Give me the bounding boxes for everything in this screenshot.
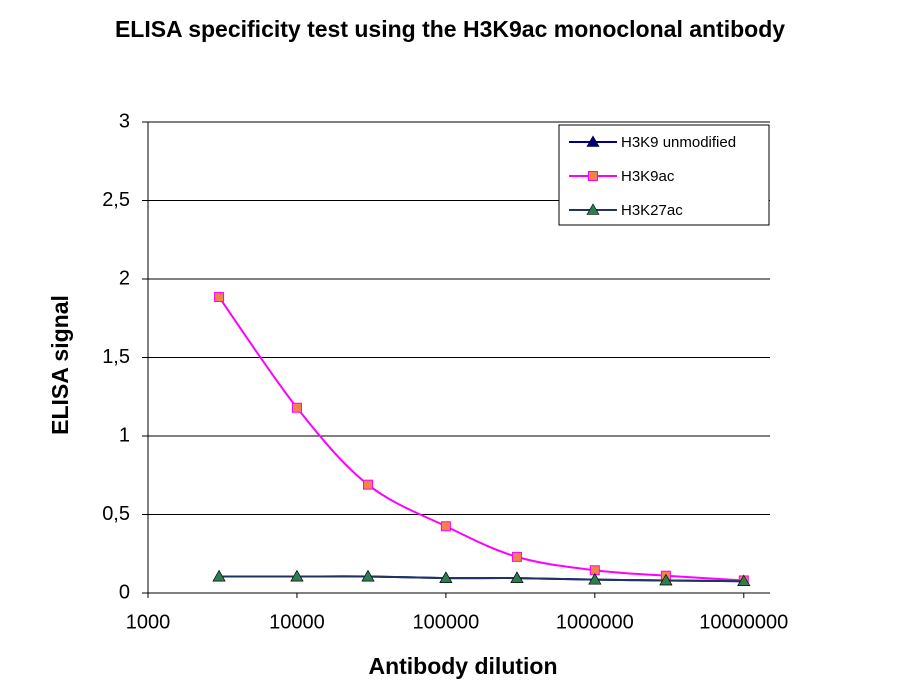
marker xyxy=(588,171,598,181)
x-axis-label: Antibody dilution xyxy=(368,653,557,679)
marker xyxy=(212,569,226,582)
marker xyxy=(361,569,375,582)
marker xyxy=(214,292,225,303)
chart-title: ELISA specificity test using the H3K9ac … xyxy=(114,16,786,42)
marker xyxy=(511,551,522,562)
y-tick-label: 1,5 xyxy=(102,346,130,368)
legend-label: H3K9ac xyxy=(621,168,675,185)
y-tick-label: 2 xyxy=(119,267,130,289)
y-tick-label: 1 xyxy=(119,424,130,446)
marker xyxy=(659,573,673,586)
marker xyxy=(439,571,453,583)
marker xyxy=(363,479,374,490)
marker xyxy=(737,574,751,587)
legend: H3K9 unmodified H3K9ac H3K27ac xyxy=(558,124,770,226)
marker xyxy=(588,573,602,585)
y-tick-label: 0 xyxy=(119,581,130,603)
y-tick-label: 0,5 xyxy=(102,503,130,525)
x-tick-label: 100000 xyxy=(413,611,480,633)
x-tick-label: 10000 xyxy=(269,611,325,633)
y-tick-label: 3 xyxy=(119,110,130,132)
marker xyxy=(586,135,600,147)
series-line xyxy=(218,296,744,582)
marker xyxy=(290,569,304,582)
x-tick-label: 10000000 xyxy=(699,611,788,633)
legend-label: H3K9 unmodified xyxy=(621,134,736,151)
x-tick-label: 1000 xyxy=(126,611,171,633)
y-axis-label: ELISA signal xyxy=(47,295,73,435)
marker xyxy=(440,521,451,532)
series-line xyxy=(219,575,744,583)
x-tick-label: 1000000 xyxy=(556,611,634,633)
marker xyxy=(586,203,600,215)
y-tick-label: 2,5 xyxy=(102,189,130,211)
marker xyxy=(291,402,302,413)
marker xyxy=(510,571,524,583)
legend-label: H3K27ac xyxy=(621,202,683,219)
